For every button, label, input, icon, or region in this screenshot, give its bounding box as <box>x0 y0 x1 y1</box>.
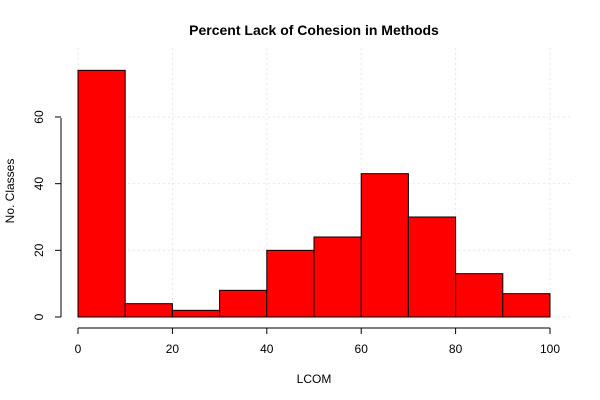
histogram-bar-90-100 <box>502 293 551 318</box>
histogram-bar-40-50 <box>266 249 315 318</box>
histogram-bar-60-70 <box>360 173 409 318</box>
chart-title: Percent Lack of Cohesion in Methods <box>189 22 439 38</box>
x-tick-label-20: 20 <box>166 342 180 356</box>
x-tick-label-100: 100 <box>540 342 560 356</box>
histogram-bar-10-20 <box>124 303 173 318</box>
x-tick-label-80: 80 <box>449 342 463 356</box>
histogram-bar-20-30 <box>171 309 221 318</box>
histogram-bar-50-60 <box>313 236 362 318</box>
x-axis-label: LCOM <box>297 372 332 386</box>
histogram-bar-0-10 <box>77 69 126 318</box>
x-axis-ticks: 0 20 40 60 80 100 <box>75 328 560 356</box>
histogram-bar-80-90 <box>455 273 504 318</box>
y-tick-label-60: 60 <box>32 110 46 124</box>
histogram-bar-70-80 <box>407 216 457 318</box>
x-tick-label-60: 60 <box>355 342 369 356</box>
histogram-bars <box>77 69 551 318</box>
y-axis-ticks: 0 20 40 60 <box>32 110 61 320</box>
y-tick-label-40: 40 <box>32 177 46 191</box>
y-tick-label-0: 0 <box>32 313 46 320</box>
y-tick-label-20: 20 <box>32 243 46 257</box>
x-tick-label-0: 0 <box>75 342 82 356</box>
histogram-bar-30-40 <box>219 289 268 318</box>
x-tick-label-40: 40 <box>260 342 274 356</box>
y-axis-label: No. Classes <box>3 159 17 224</box>
